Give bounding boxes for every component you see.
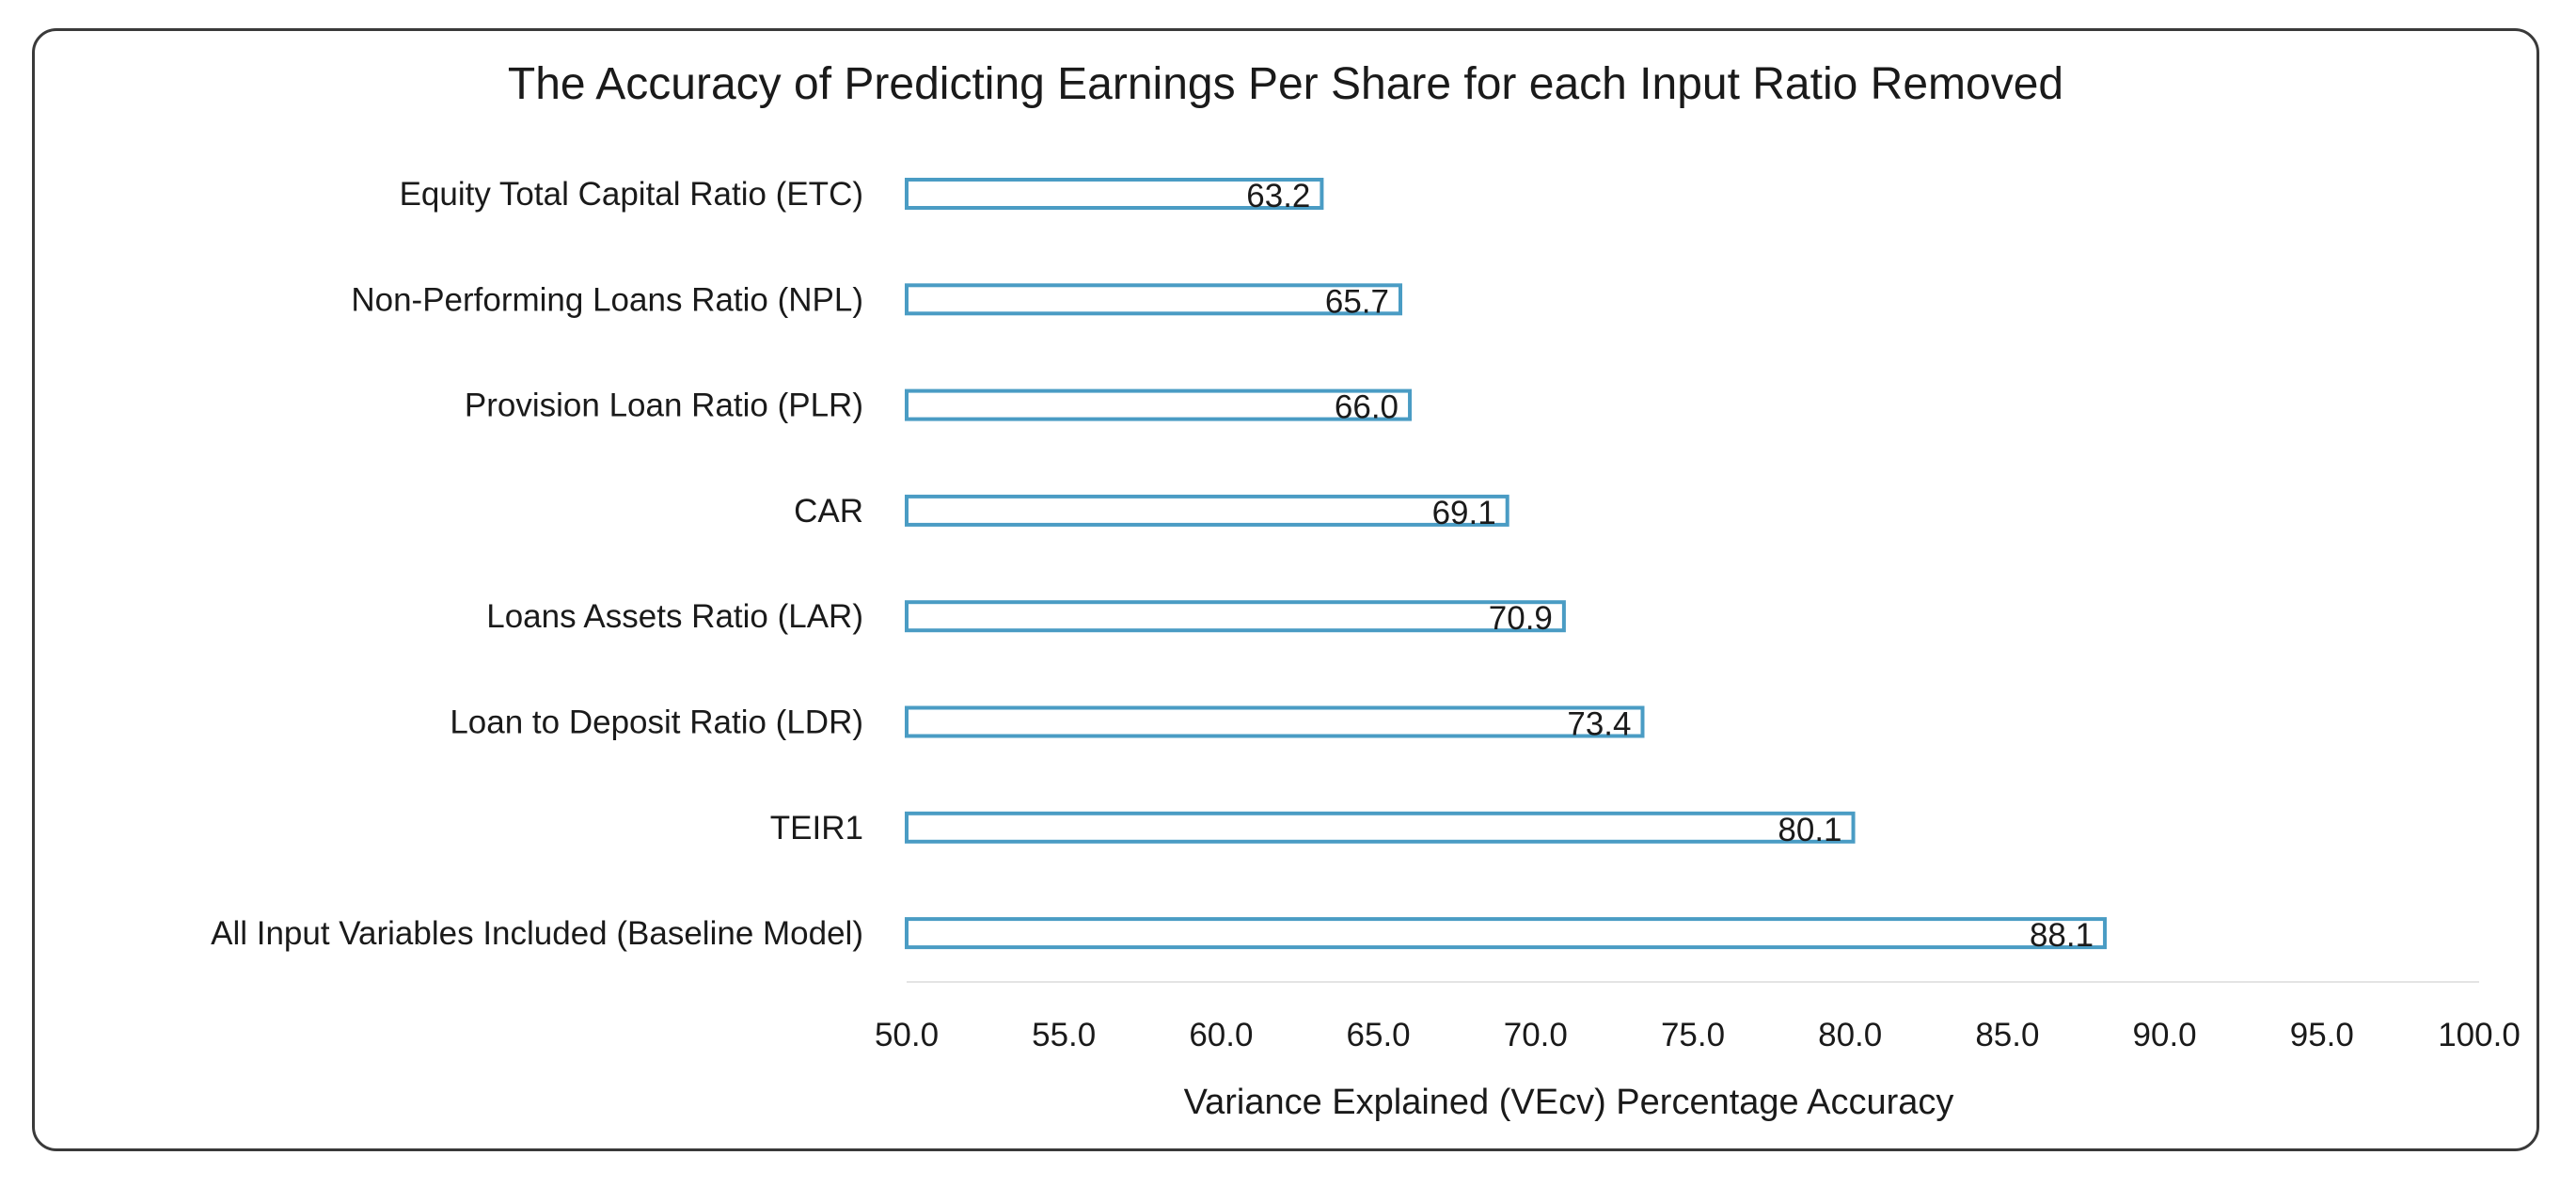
chart-frame: [32, 28, 2539, 1151]
x-tick-label: 95.0: [2290, 1017, 2354, 1053]
chart-title: The Accuracy of Predicting Earnings Per …: [508, 59, 2063, 109]
bar: [905, 917, 2108, 950]
category-label: TEIR1: [770, 810, 863, 847]
bar: [905, 283, 1403, 316]
x-tick-label: 80.0: [1818, 1017, 1882, 1053]
category-label: Provision Loan Ratio (PLR): [465, 388, 863, 424]
x-tick-label: 75.0: [1661, 1017, 1725, 1053]
category-label: Equity Total Capital Ratio (ETC): [400, 176, 863, 213]
x-tick-label: 55.0: [1032, 1017, 1096, 1053]
data-label: 65.7: [1325, 283, 1389, 320]
x-tick-label: 70.0: [1504, 1017, 1568, 1053]
x-axis: 50.0 55.0 60.0 65.0 70.0 75.0 80.0 85.0 90.0 95.0…: [875, 981, 2521, 1053]
data-label: 80.1: [1778, 812, 1841, 848]
bar: [905, 388, 1413, 421]
x-axis-title: Variance Explained (VEcv) Percentage Acc…: [1184, 1083, 1954, 1122]
x-tick-label: 85.0: [1975, 1017, 2039, 1053]
data-label: 63.2: [1246, 178, 1310, 214]
bar: [905, 494, 1509, 527]
x-tick-label: 90.0: [2133, 1017, 2197, 1053]
data-label: 88.1: [2030, 917, 2094, 954]
bar: [905, 600, 1566, 633]
bar: [905, 705, 1645, 738]
data-label: 73.4: [1567, 706, 1631, 743]
x-tick-label: 65.0: [1347, 1017, 1411, 1053]
bar: [905, 811, 1856, 844]
data-label: 66.0: [1335, 389, 1399, 426]
category-label: Loan to Deposit Ratio (LDR): [450, 704, 863, 741]
category-label: Non-Performing Loans Ratio (NPL): [351, 281, 863, 318]
category-label: All Input Variables Included (Baseline M…: [211, 915, 863, 952]
data-label: 70.9: [1489, 600, 1553, 637]
data-label: 69.1: [1432, 495, 1496, 531]
x-tick-label: 50.0: [875, 1017, 939, 1053]
category-label: Loans Assets Ratio (LAR): [486, 598, 863, 635]
bar: [905, 178, 1324, 210]
category-label: CAR: [794, 493, 863, 530]
bars-layer: Equity Total Capital Ratio (ETC) 63.2 Non-…: [211, 176, 2108, 954]
x-tick-label: 60.0: [1189, 1017, 1253, 1053]
x-tick-label: 100.0: [2438, 1017, 2521, 1053]
